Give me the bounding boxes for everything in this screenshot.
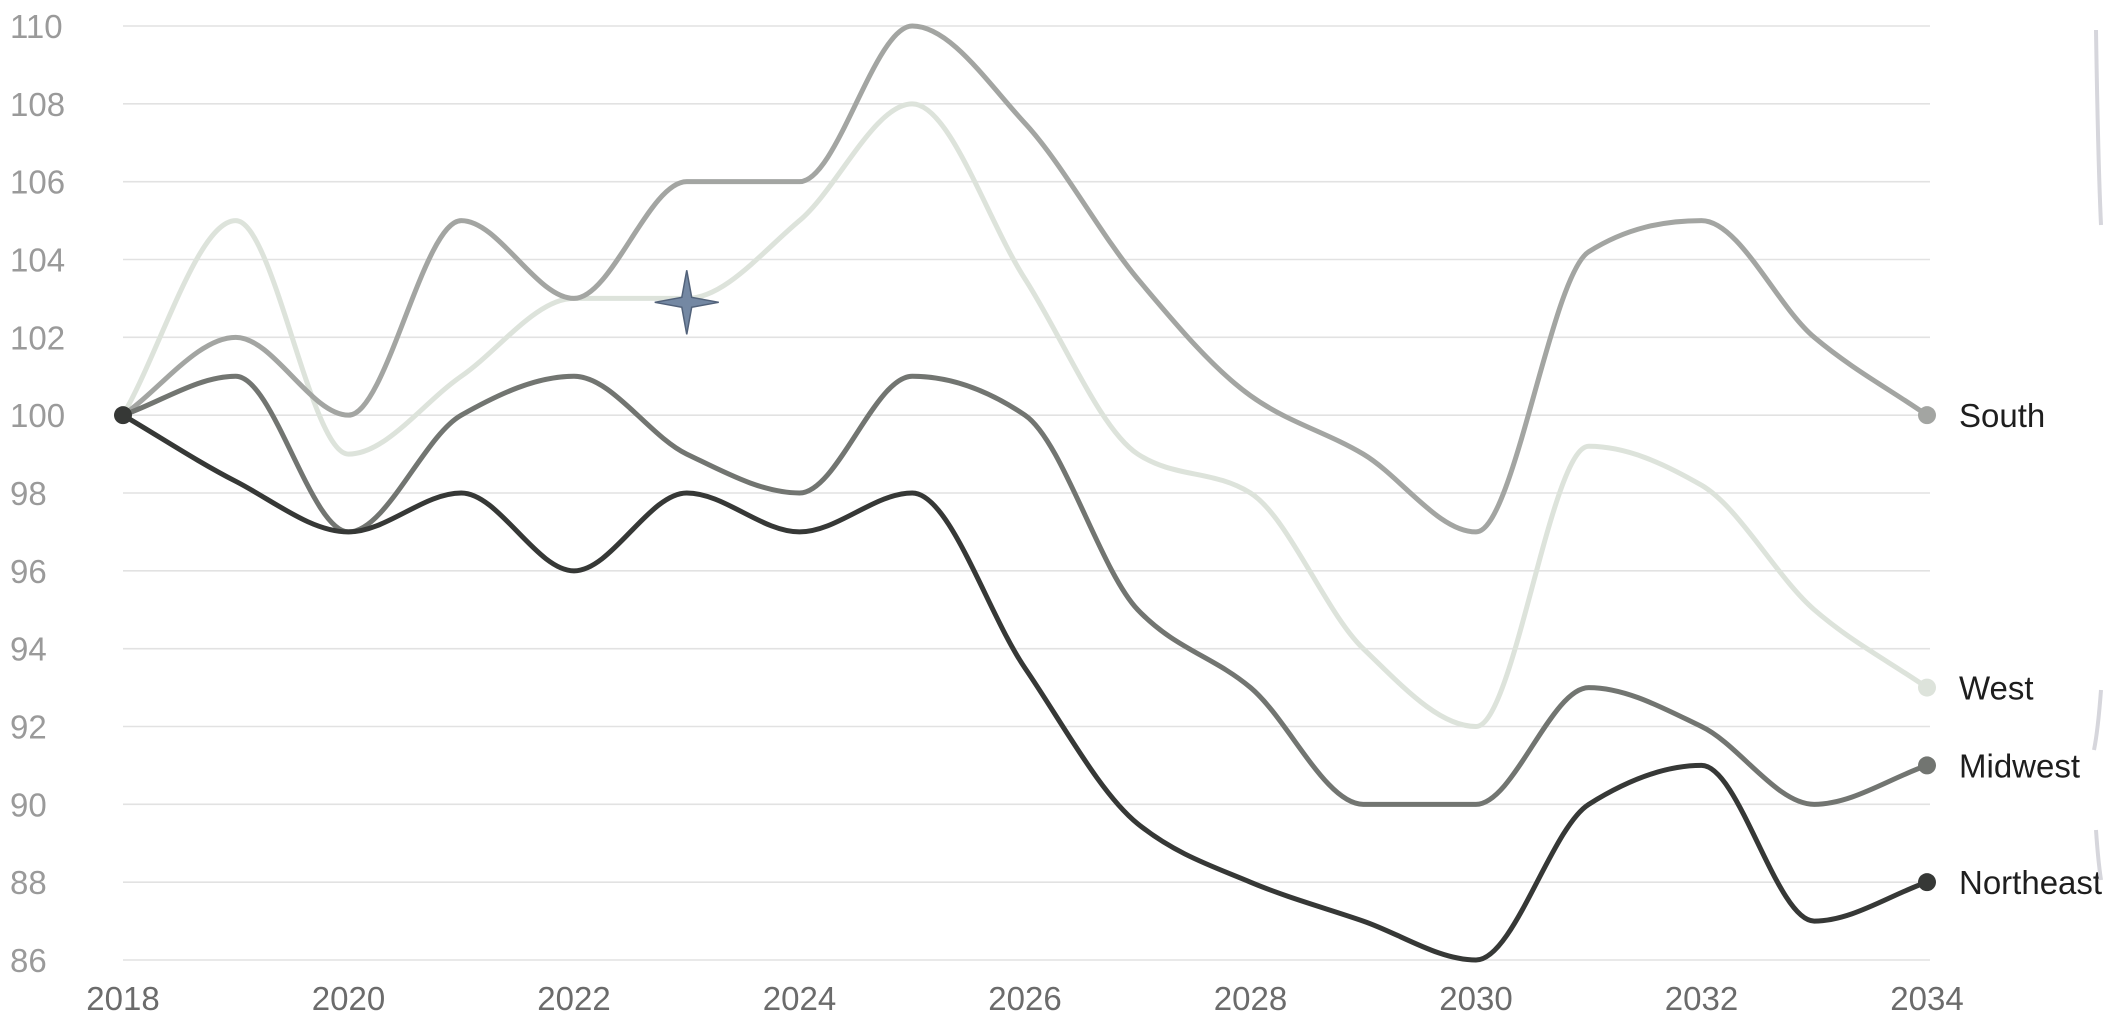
end-point-west — [1918, 678, 1936, 697]
start-point — [114, 406, 132, 425]
y-tick-label: 92 — [10, 709, 47, 746]
series-label-midwest: Midwest — [1959, 747, 2080, 784]
y-tick-label: 98 — [10, 475, 47, 512]
right-edge-bracket-mid — [2092, 689, 2103, 751]
x-axis-ticks: 2018 2020 2022 2024 2026 2028 2030 2032 2034 — [86, 980, 1963, 1017]
series-line-west — [120, 101, 1930, 729]
edge-marks — [2092, 29, 2103, 881]
y-tick-label: 106 — [10, 164, 65, 201]
x-tick-label: 2022 — [537, 980, 610, 1016]
series-lines — [120, 23, 1930, 963]
y-tick-label: 88 — [10, 864, 47, 901]
series-line-midwest — [120, 373, 1930, 807]
series-points — [114, 406, 1936, 892]
x-tick-label: 2026 — [988, 980, 1061, 1016]
x-tick-label: 2032 — [1665, 980, 1738, 1016]
series-line-northeast — [120, 412, 1930, 963]
end-point-northeast — [1918, 873, 1936, 892]
x-tick-label: 2024 — [763, 980, 836, 1016]
x-tick-label: 2020 — [312, 980, 385, 1016]
gridlines — [123, 25, 1930, 961]
end-point-south — [1918, 406, 1936, 425]
series-labels: West South Midwest Northeast — [1959, 397, 2102, 901]
y-tick-label: 110 — [10, 8, 63, 45]
y-tick-label: 102 — [10, 319, 65, 356]
y-tick-label: 104 — [10, 242, 65, 279]
x-tick-label: 2034 — [1890, 980, 1963, 1016]
series-label-northeast: Northeast — [1959, 864, 2102, 901]
end-point-midwest — [1918, 756, 1936, 775]
y-tick-label: 94 — [10, 631, 47, 668]
series-line-south — [120, 23, 1930, 535]
annotation — [654, 270, 719, 335]
y-tick-label: 100 — [10, 397, 65, 434]
right-edge-bracket-top — [2094, 29, 2103, 226]
y-axis-ticks: 86 88 90 92 94 96 98 100 102 104 106 108 110 — [10, 8, 65, 979]
x-tick-label: 2030 — [1439, 980, 1512, 1016]
x-tick-label: 2018 — [86, 980, 159, 1016]
series-label-south: South — [1959, 397, 2045, 434]
four-point-star-icon — [654, 270, 719, 335]
x-tick-label: 2028 — [1214, 980, 1287, 1016]
y-tick-label: 86 — [10, 942, 47, 979]
series-label-west: West — [1959, 670, 2034, 707]
y-tick-label: 96 — [10, 553, 47, 590]
right-edge-bracket-bottom — [2094, 829, 2103, 881]
y-tick-label: 108 — [10, 86, 65, 123]
y-tick-label: 90 — [10, 786, 47, 823]
